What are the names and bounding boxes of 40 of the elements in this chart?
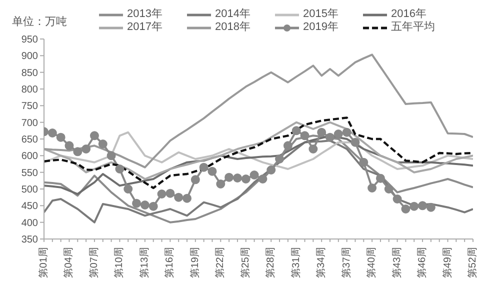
y-tick-label: 650 [21, 134, 38, 146]
y-tick-label: 750 [21, 101, 38, 112]
legend-label: 2017年 [127, 21, 162, 34]
x-tick-label: 第25周 [239, 247, 252, 278]
x-tick-label: 第10周 [113, 247, 126, 278]
x-tick-label: 第13周 [138, 247, 150, 278]
y-tick-label: 400 [21, 218, 38, 229]
x-tick-label: 第07周 [88, 247, 100, 278]
y-tick-label: 350 [21, 234, 38, 246]
x-tick-label: 第37周 [340, 247, 352, 278]
x-tick-label: 第04周 [62, 247, 75, 278]
x-tick-label: 第49周 [441, 247, 454, 278]
x-tick-label: 第31周 [290, 247, 302, 278]
y-tick-label: 700 [21, 118, 38, 129]
x-tick-label: 第28周 [264, 247, 277, 278]
x-tick-label: 第46周 [416, 247, 428, 278]
y-tick-label: 450 [21, 201, 38, 212]
x-tick-label: 第43周 [390, 247, 403, 278]
y-tick-label: 900 [21, 51, 38, 62]
legend-label: 2019年 [303, 21, 338, 34]
x-tick-label: 第01周 [38, 247, 50, 278]
y-tick-label: 950 [21, 34, 38, 46]
x-tick-label: 第19周 [188, 247, 201, 278]
x-tick-label: 第52周 [466, 247, 478, 278]
x-tick-label: 第16周 [164, 247, 176, 278]
y-tick-label: 600 [21, 151, 38, 162]
y-tick-label: 850 [21, 68, 38, 79]
legend-label: 2013年 [127, 8, 162, 21]
y-axis-title: 单位：万吨 [11, 15, 68, 29]
y-tick-label: 550 [21, 168, 38, 179]
legend-label: 2018年 [215, 21, 250, 34]
y-tick-label: 500 [21, 184, 38, 196]
legend-label: 五年平均 [391, 21, 435, 34]
legend-label: 2015年 [303, 8, 338, 21]
x-tick-label: 第34周 [315, 247, 328, 278]
x-tick-label: 第40周 [366, 247, 378, 278]
legend-label: 2014年 [215, 8, 250, 21]
legend-label: 2016年 [391, 8, 426, 21]
x-tick-label: 第22周 [214, 247, 226, 278]
y-tick-label: 800 [21, 84, 38, 96]
